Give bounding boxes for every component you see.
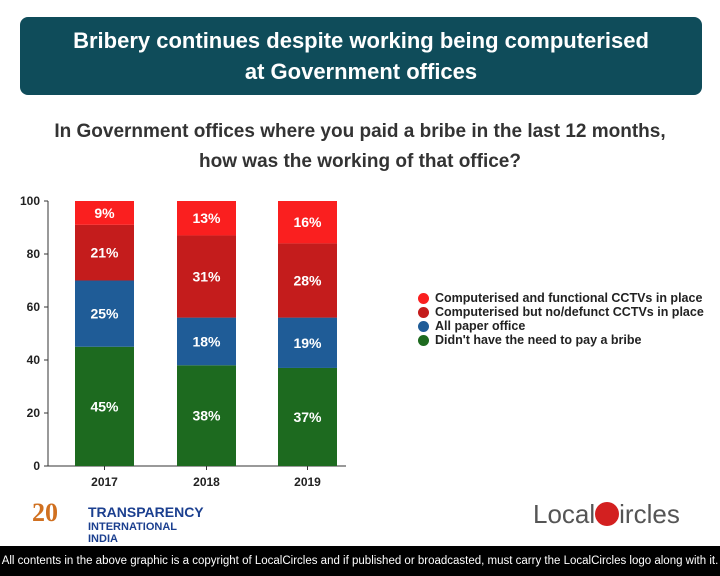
transparency-international-logo: 20 TRANSPARENCY INTERNATIONAL INDIA <box>28 498 208 545</box>
data-label: 21% <box>90 245 119 261</box>
question-line-1: In Government offices where you paid a b… <box>54 121 666 142</box>
legend-item: All paper office <box>418 319 704 333</box>
data-label: 31% <box>192 269 221 285</box>
bar-segment <box>177 365 236 466</box>
data-label: 9% <box>94 205 115 221</box>
legend-swatch <box>418 320 429 332</box>
data-label: 13% <box>192 210 221 226</box>
question-text: In Government offices where you paid a b… <box>0 117 720 177</box>
bar-segment <box>75 346 134 466</box>
legend-item: Computerised but no/defunct CCTVs in pla… <box>418 305 704 319</box>
bar-segment <box>177 235 236 318</box>
data-label: 38% <box>192 408 221 424</box>
stacked-bar-chart: 0 20 40 60 80 100 2017 45% 25% 21% 9% 2018 38% 18% 31%… <box>20 194 346 489</box>
legend-label: Computerised and functional CCTVs in pla… <box>435 291 703 305</box>
legend-label: Didn't have the need to pay a bribe <box>435 333 642 347</box>
y-tick-label: 20 <box>27 406 41 420</box>
bar-segment <box>75 224 134 281</box>
y-tick-label: 40 <box>27 353 41 367</box>
localcircles-logo: Local ircles <box>533 499 680 530</box>
ti-logo-number: 20 <box>32 498 58 527</box>
y-tick-label: 80 <box>27 247 41 261</box>
x-tick-label: 2017 <box>91 475 118 489</box>
lc-logo-text-b: ircles <box>619 499 680 529</box>
data-label: 37% <box>293 409 322 425</box>
legend: Computerised and functional CCTVs in pla… <box>418 291 704 347</box>
legend-label: Computerised but no/defunct CCTVs in pla… <box>435 305 704 319</box>
lc-logo-text-a: Local <box>533 499 596 529</box>
y-tick-label: 0 <box>33 459 40 473</box>
bar-segment <box>177 317 236 366</box>
bar-segment <box>75 201 134 225</box>
y-tick-label: 100 <box>20 194 40 208</box>
title-line-1: Bribery continues despite working being … <box>73 28 649 53</box>
data-label: 19% <box>293 335 322 351</box>
bar-segment <box>177 201 236 236</box>
bar-segment <box>278 367 337 466</box>
legend-swatch <box>418 292 429 304</box>
bar-segment <box>278 243 337 318</box>
bar-segment <box>278 201 337 244</box>
legend-swatch <box>418 334 429 346</box>
location-pin-icon <box>595 502 620 526</box>
title-line-2: at Government offices <box>244 59 478 84</box>
legend-item: Didn't have the need to pay a bribe <box>418 333 704 347</box>
data-label: 16% <box>293 214 322 230</box>
data-label: 28% <box>293 273 322 289</box>
legend-item: Computerised and functional CCTVs in pla… <box>418 291 704 305</box>
bar-segment <box>278 317 337 368</box>
title-banner: Bribery continues despite working being … <box>20 17 702 95</box>
data-label: 18% <box>192 333 221 349</box>
bar-segment <box>75 280 134 347</box>
ti-logo-line-2: INTERNATIONAL INDIA <box>88 521 177 545</box>
x-tick-label: 2018 <box>193 475 220 489</box>
data-label: 25% <box>90 306 119 322</box>
question-line-2: how was the working of that office? <box>199 151 521 172</box>
data-label: 45% <box>90 398 119 414</box>
legend-swatch <box>418 306 429 318</box>
legend-label: All paper office <box>435 319 526 333</box>
ti-logo-line-1: TRANSPARENCY <box>88 504 204 520</box>
y-tick-label: 60 <box>27 300 41 314</box>
x-tick-label: 2019 <box>294 475 321 489</box>
copyright-footer: All contents in the above graphic is a c… <box>0 546 720 576</box>
